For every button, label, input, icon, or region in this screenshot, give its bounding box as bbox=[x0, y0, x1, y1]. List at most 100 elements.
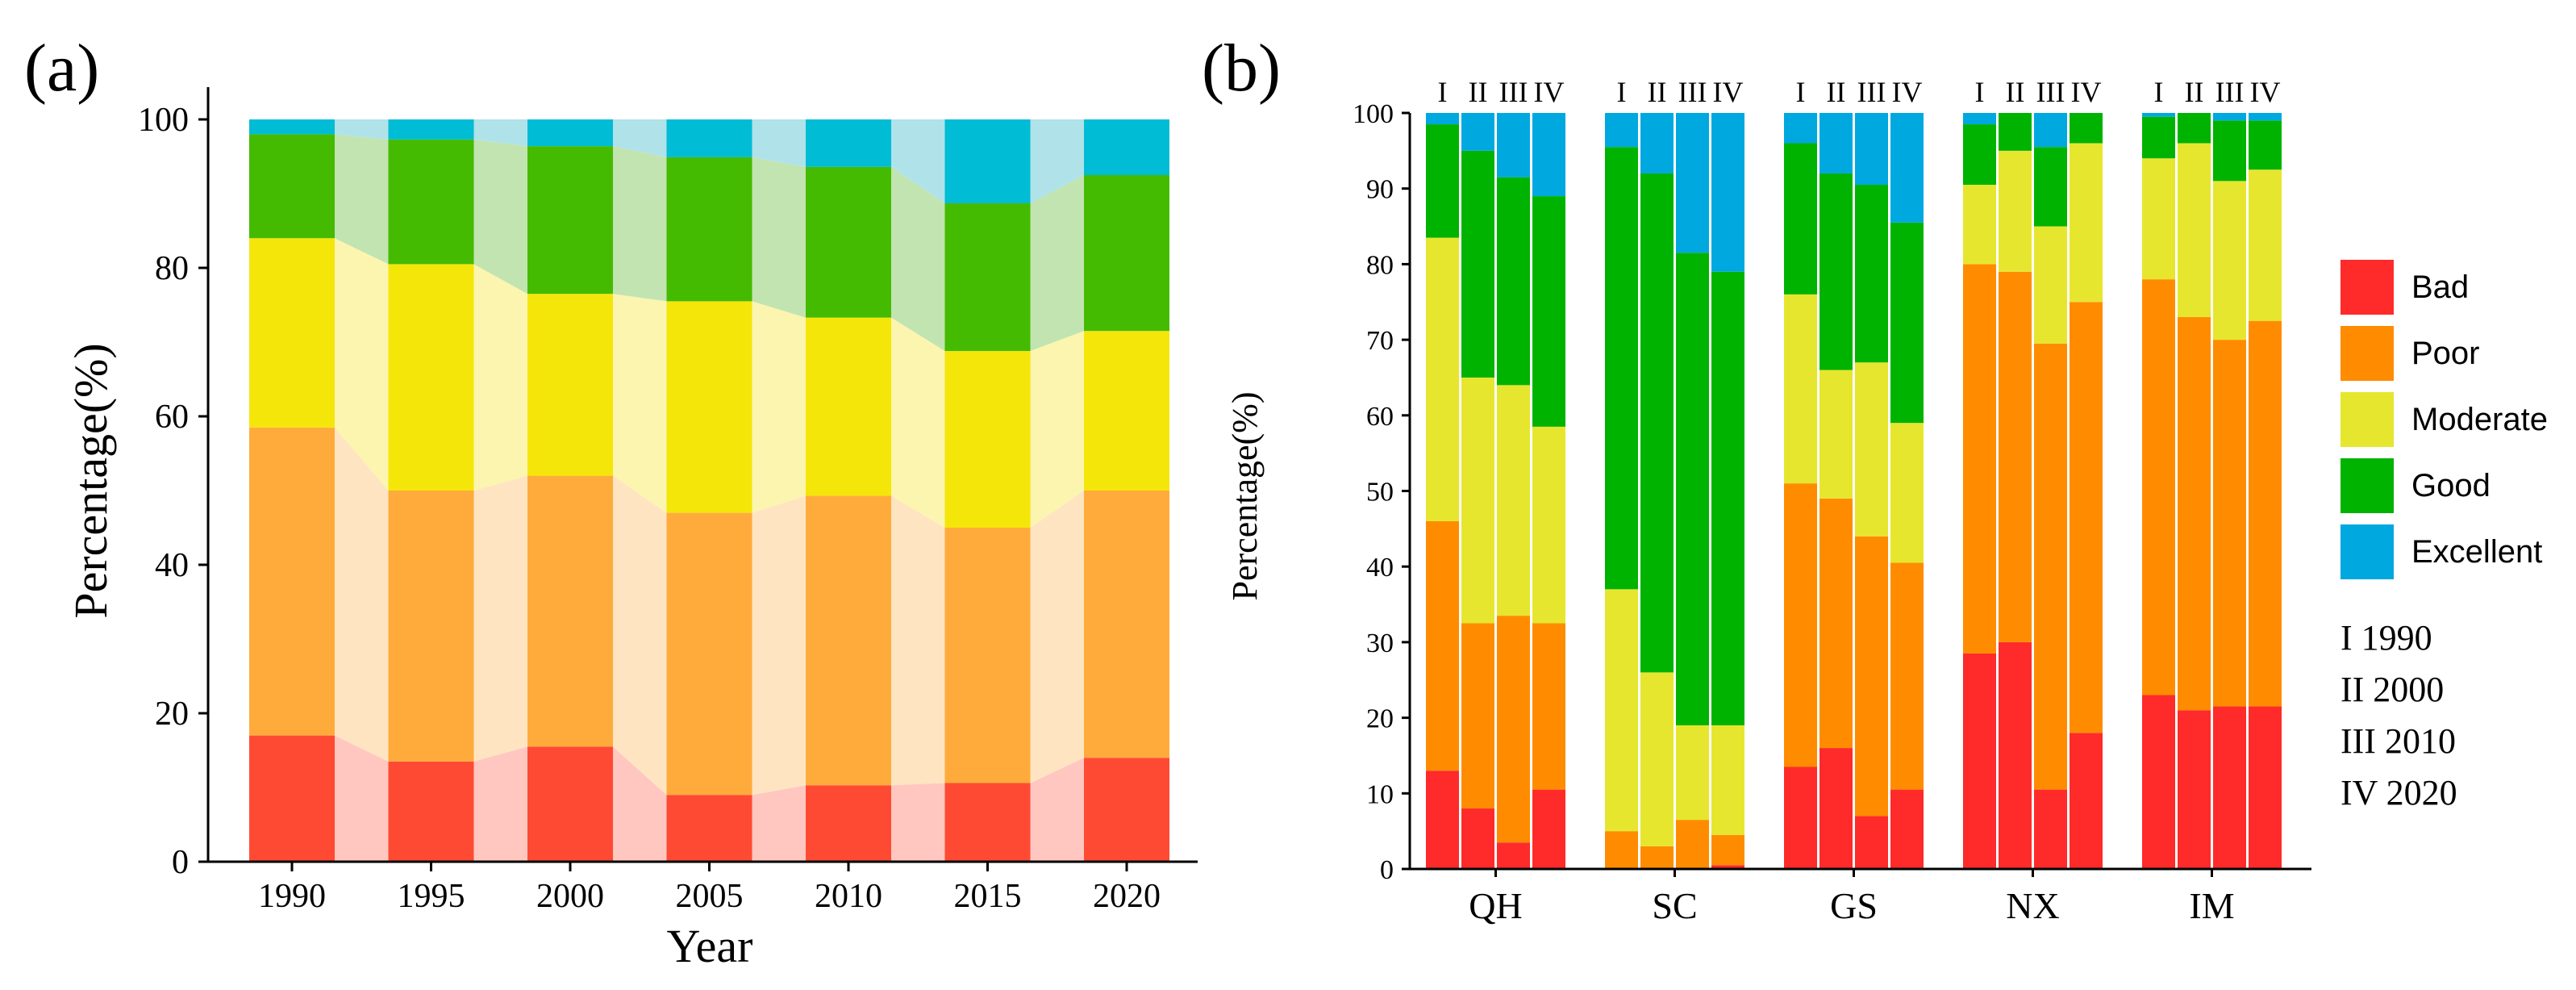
bar-sc-iii-excellent bbox=[1676, 113, 1709, 253]
band-moderate-2005-2010 bbox=[752, 301, 806, 513]
period-label-sc-iii: III bbox=[1678, 76, 1707, 108]
y-tick-label-100: 100 bbox=[1353, 99, 1394, 129]
bar-nx-ii-bad bbox=[1999, 641, 2032, 869]
panel-b-label: (b) bbox=[1202, 31, 1281, 106]
period-label-sc-i: I bbox=[1617, 76, 1627, 108]
period-key-2: II 2000 bbox=[2340, 670, 2444, 709]
legend-label-moderate: Moderate bbox=[2411, 402, 2548, 437]
x-tick-label-1995: 1995 bbox=[398, 878, 465, 915]
x-tick-label-2020: 2020 bbox=[1093, 878, 1161, 915]
bar-nx-i-good bbox=[1963, 124, 1996, 186]
panel-a-x-label: Year bbox=[667, 920, 753, 972]
y-tick-label-30: 30 bbox=[1366, 629, 1394, 658]
bar-sc-i-excellent bbox=[1605, 113, 1638, 148]
bar-2015-good bbox=[944, 203, 1031, 352]
panel-a-x-ticks: 1990 1995 2000 2005 2010 2015 2020 bbox=[258, 862, 1161, 915]
legend-label-poor: Poor bbox=[2411, 336, 2480, 371]
bar-nx-iii-good bbox=[2034, 147, 2067, 227]
bar-gs-ii-bad bbox=[1819, 748, 1853, 869]
band-moderate-2000-2005 bbox=[613, 294, 667, 513]
bar-2020-good bbox=[1084, 175, 1169, 332]
bar-nx-i-moderate bbox=[1963, 185, 1996, 265]
period-key-1: I 1990 bbox=[2340, 618, 2432, 658]
y-tick-label-70: 70 bbox=[1366, 326, 1394, 356]
band-excellent-1995-2000 bbox=[473, 119, 527, 147]
band-bad-1990-1995 bbox=[335, 735, 389, 862]
y-tick-label-100: 100 bbox=[138, 102, 189, 139]
bar-gs-iv-moderate bbox=[1890, 423, 1924, 563]
panel-a-y-label: Percentage(%) bbox=[65, 343, 117, 618]
legend-swatch-good bbox=[2340, 458, 2394, 513]
bar-gs-iv-good bbox=[1890, 222, 1924, 424]
bar-qh-i-poor bbox=[1426, 520, 1459, 771]
bar-gs-i-good bbox=[1784, 143, 1817, 294]
bar-qh-i-good bbox=[1426, 124, 1459, 238]
period-label-gs-ii: II bbox=[1827, 76, 1846, 108]
bar-nx-iii-bad bbox=[2034, 789, 2067, 869]
bar-2020-bad bbox=[1084, 758, 1169, 862]
panel-b-period-labels: I II III IV I II III IV I II III IV I II III IV I II III IV bbox=[1438, 76, 2281, 108]
bar-sc-ii-moderate bbox=[1640, 672, 1674, 846]
band-poor-2015-2020 bbox=[1030, 491, 1084, 783]
panel-b-bars bbox=[1426, 113, 2282, 869]
x-tick-label-sc: SC bbox=[1652, 885, 1697, 926]
band-moderate-1995-2000 bbox=[473, 264, 527, 491]
band-good-2000-2005 bbox=[613, 146, 667, 302]
bar-sc-iv-poor bbox=[1711, 834, 1744, 866]
bar-im-iii-excellent bbox=[2213, 113, 2246, 121]
bar-nx-ii-moderate bbox=[1999, 150, 2032, 272]
band-excellent-2015-2020 bbox=[1030, 119, 1084, 203]
period-label-im-iv: IV bbox=[2250, 76, 2281, 108]
bar-sc-ii-poor bbox=[1640, 846, 1674, 869]
bar-2010-poor bbox=[806, 495, 891, 786]
bar-2000-bad bbox=[527, 746, 613, 862]
bar-sc-i-good bbox=[1605, 147, 1638, 590]
bar-gs-i-bad bbox=[1784, 767, 1817, 869]
bar-gs-iv-excellent bbox=[1890, 113, 1924, 223]
bar-2000-excellent bbox=[527, 119, 613, 147]
bar-sc-i-poor bbox=[1605, 831, 1638, 869]
period-label-nx-ii: II bbox=[2006, 76, 2025, 108]
x-tick-label-gs: GS bbox=[1830, 885, 1878, 926]
bar-nx-ii-poor bbox=[1999, 271, 2032, 642]
bar-2000-poor bbox=[527, 475, 613, 747]
bar-sc-iii-poor bbox=[1676, 820, 1709, 869]
period-label-nx-i: I bbox=[1975, 76, 1985, 108]
bar-im-ii-good bbox=[2178, 113, 2211, 144]
bar-im-iv-good bbox=[2249, 120, 2282, 170]
y-tick-label-20: 20 bbox=[155, 696, 189, 733]
panel-b-legend: Bad Poor Moderate Good Excellent bbox=[2340, 260, 2548, 579]
band-bad-2015-2020 bbox=[1030, 758, 1084, 862]
bar-im-i-bad bbox=[2142, 695, 2175, 869]
band-good-2010-2015 bbox=[891, 166, 945, 352]
period-label-gs-iv: IV bbox=[1892, 76, 1923, 108]
bar-sc-iv-moderate bbox=[1711, 725, 1744, 835]
band-poor-2010-2015 bbox=[891, 495, 945, 786]
bar-2010-excellent bbox=[806, 119, 891, 167]
bar-im-i-poor bbox=[2142, 279, 2175, 696]
panel-b: (b) I II III IV I II III IV I II III IV I II III IV I II I… bbox=[1202, 31, 2548, 926]
bar-1990-excellent bbox=[249, 119, 335, 135]
bar-nx-iv-good bbox=[2070, 113, 2103, 144]
bar-nx-i-excellent bbox=[1963, 113, 1996, 125]
panel-b-period-key: I 1990 II 2000 III 2010 IV 2020 bbox=[2340, 618, 2457, 812]
bar-2005-moderate bbox=[666, 301, 752, 513]
bar-im-iii-moderate bbox=[2213, 181, 2246, 340]
bar-2005-bad bbox=[666, 795, 752, 862]
bar-qh-iii-good bbox=[1497, 177, 1530, 386]
legend-swatch-excellent bbox=[2340, 524, 2394, 579]
bar-2005-good bbox=[666, 157, 752, 302]
x-tick-label-2005: 2005 bbox=[676, 878, 744, 915]
bar-im-iii-good bbox=[2213, 120, 2246, 182]
period-label-sc-ii: II bbox=[1648, 76, 1667, 108]
bar-sc-ii-good bbox=[1640, 173, 1674, 673]
bar-qh-iii-moderate bbox=[1497, 385, 1530, 616]
period-label-qh-ii: II bbox=[1469, 76, 1488, 108]
bar-1990-poor bbox=[249, 427, 335, 736]
band-poor-1995-2000 bbox=[473, 475, 527, 762]
panel-a-bars bbox=[249, 119, 1169, 862]
bar-qh-iv-moderate bbox=[1532, 426, 1565, 624]
bar-nx-iv-moderate bbox=[2070, 143, 2103, 303]
x-tick-label-qh: QH bbox=[1469, 885, 1522, 926]
